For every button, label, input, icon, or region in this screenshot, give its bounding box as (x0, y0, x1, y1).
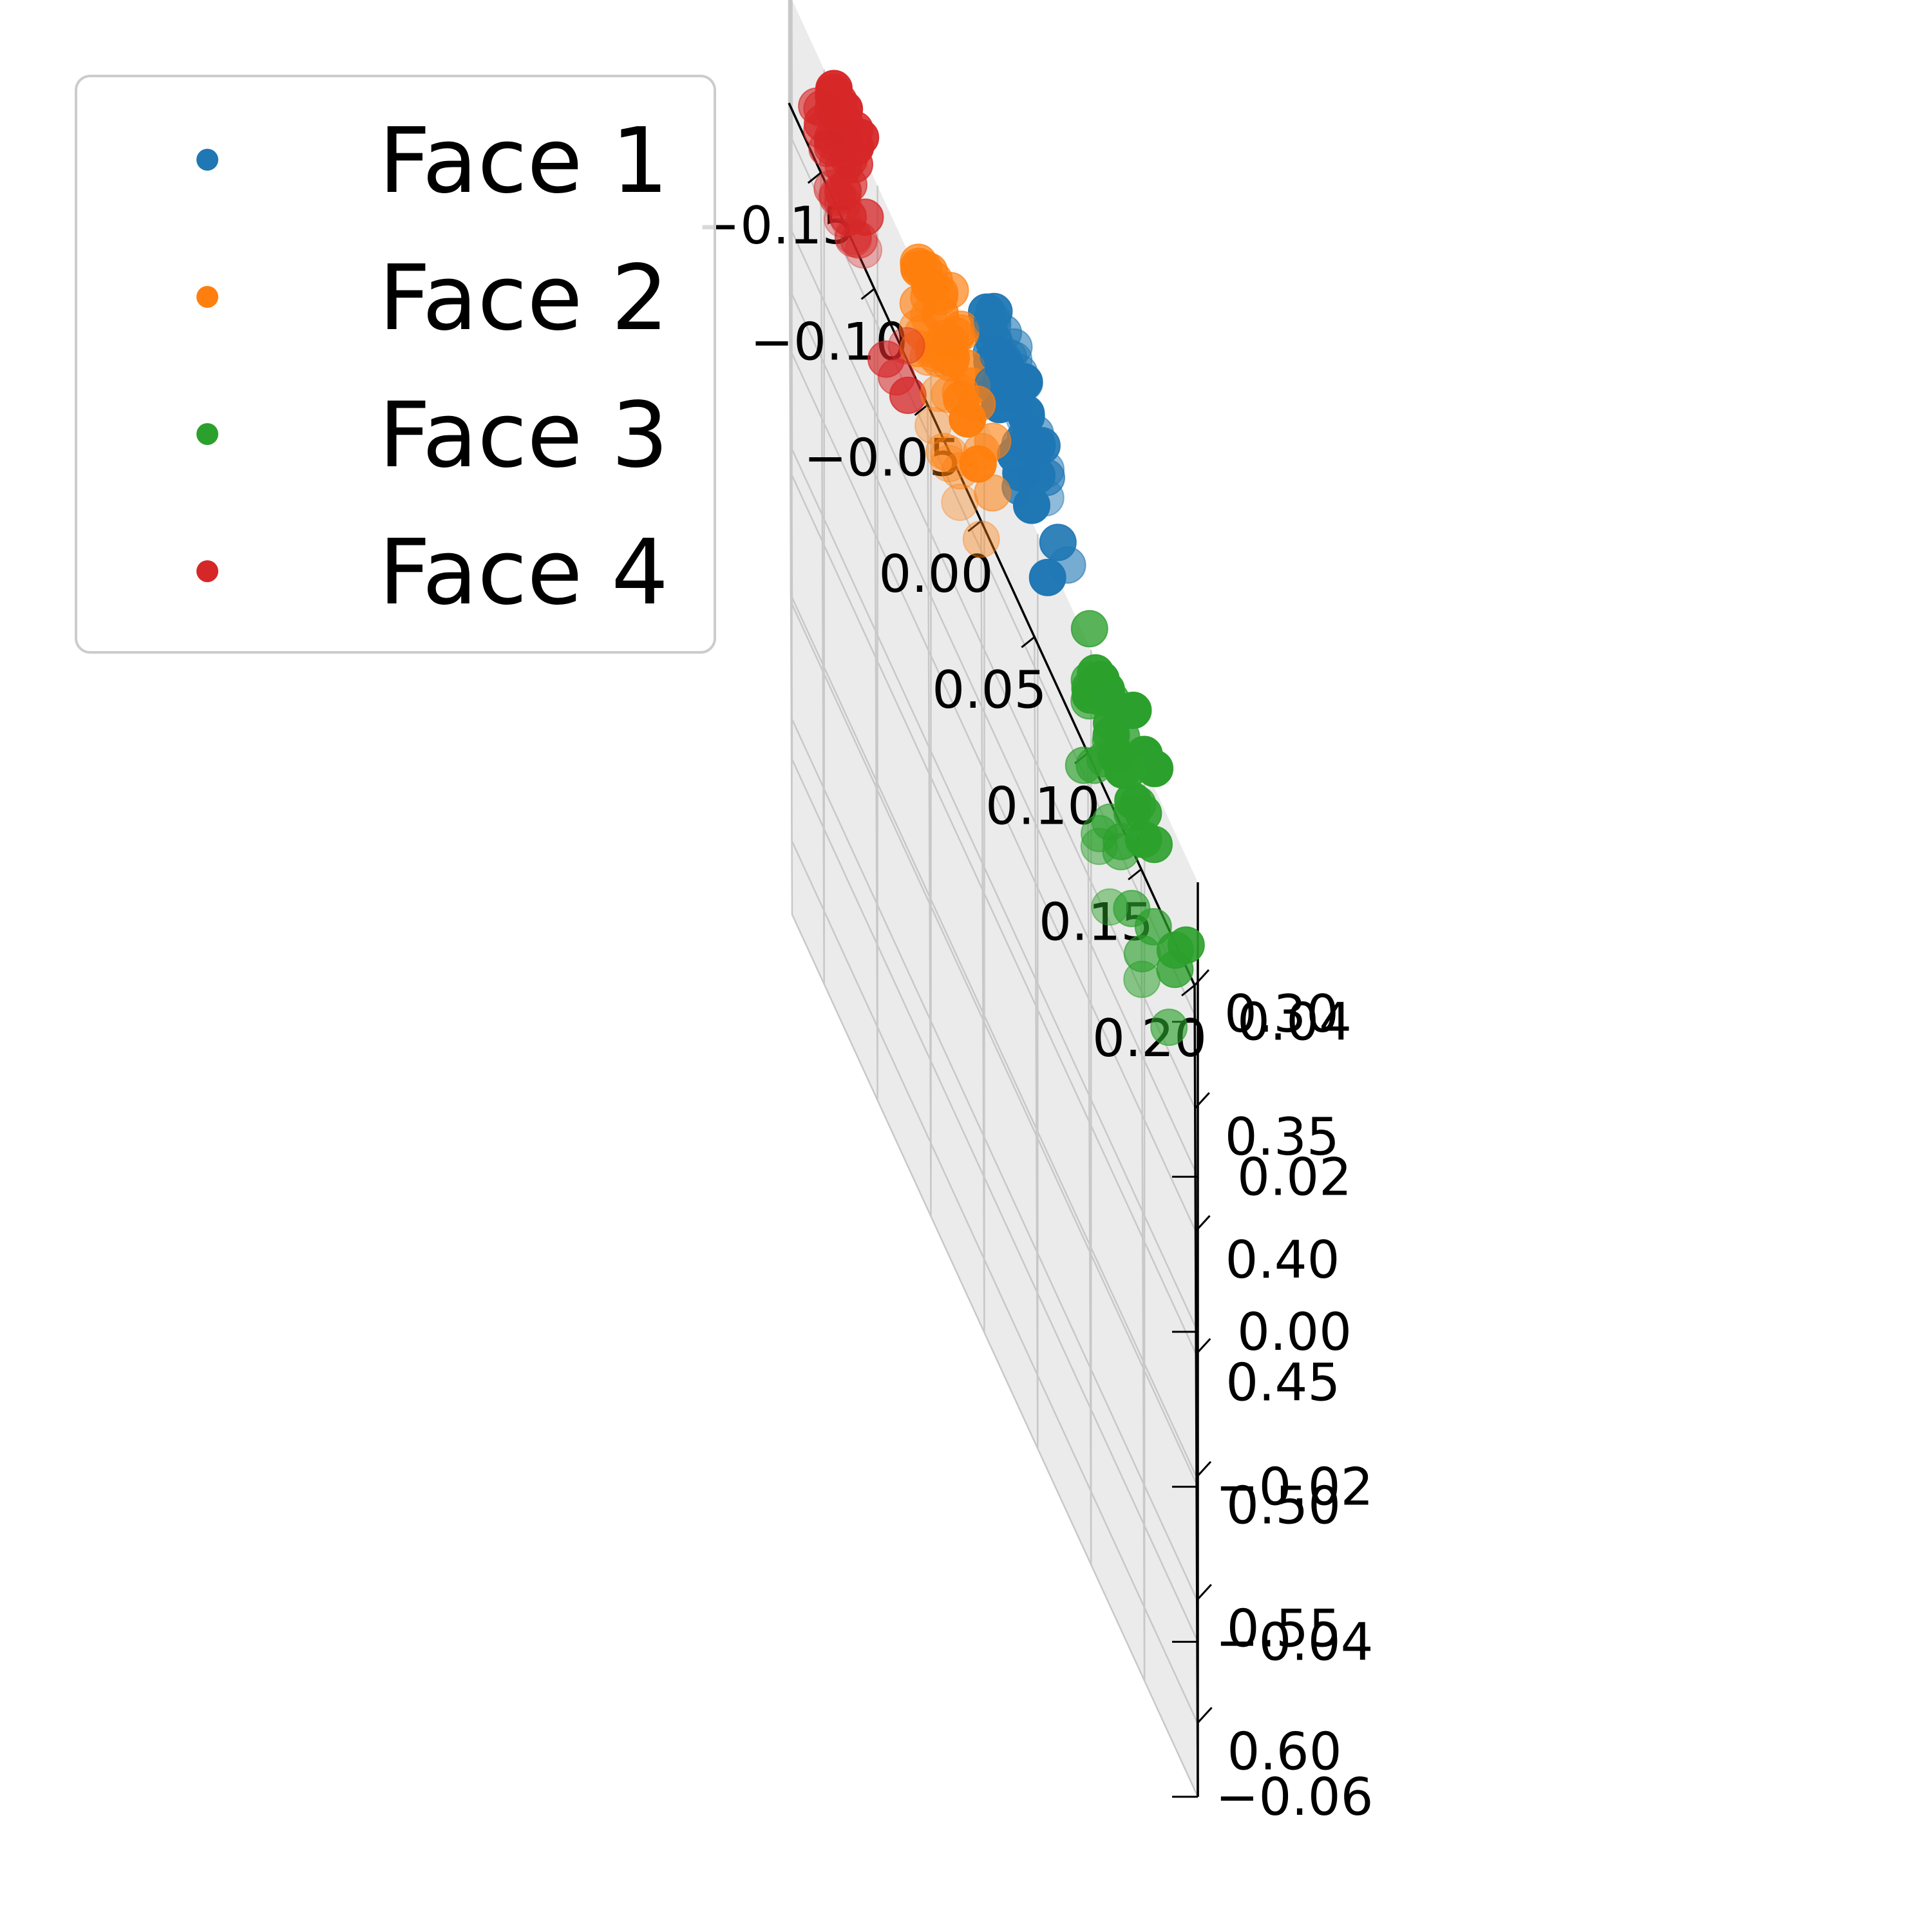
z-tick-label: 0.02 (1237, 1147, 1352, 1207)
data-point (1070, 682, 1108, 720)
y-tick-mark (1195, 1215, 1211, 1232)
grid-line-z (790, 0, 1199, 1177)
data-point (931, 375, 969, 413)
data-point (1070, 610, 1108, 648)
data-point (808, 129, 846, 167)
legend-marker (196, 423, 218, 445)
legend-marker (196, 286, 218, 308)
data-point (942, 374, 980, 412)
data-point (931, 435, 968, 473)
data-point (914, 334, 952, 372)
data-point (973, 301, 1011, 339)
x-tick-label: 0.05 (932, 660, 1046, 720)
z-tick-label: −0.04 (1215, 1612, 1373, 1672)
z-tick-label: −0.02 (1215, 1457, 1373, 1517)
x-tick-mark (807, 171, 822, 184)
y-tick-mark (1197, 1707, 1213, 1724)
y-tick-label: 0.45 (1226, 1353, 1340, 1413)
y-tick-label: 0.60 (1227, 1721, 1341, 1781)
data-point (1135, 826, 1173, 864)
x-tick-label: 0.00 (878, 544, 993, 604)
data-point (963, 433, 1001, 471)
data-point (845, 231, 883, 269)
data-point (840, 221, 878, 259)
legend-label: Face 4 (379, 520, 668, 625)
y-tick-label: 0.35 (1225, 1107, 1340, 1167)
data-point (1027, 479, 1065, 516)
data-point (1156, 951, 1194, 989)
data-point (1113, 889, 1151, 927)
data-point (1048, 546, 1086, 584)
data-point (941, 484, 979, 521)
legend-label: Face 1 (379, 109, 668, 214)
x-tick-label: 0.20 (1092, 1009, 1207, 1068)
z-tick-label: −0.06 (1215, 1767, 1373, 1827)
y-tick-label: 0.50 (1226, 1476, 1341, 1536)
legend-marker (196, 560, 218, 582)
data-point (974, 474, 1012, 512)
data-point (920, 339, 958, 377)
data-point (819, 178, 857, 216)
legend-label: Face 2 (379, 246, 668, 351)
y-tick-mark (1195, 1461, 1212, 1478)
legend: Face 1 Face 2 Face 3 Face 4 (75, 75, 716, 654)
legend-marker (196, 149, 218, 171)
data-point (887, 327, 925, 365)
y-tick-mark (1194, 1092, 1210, 1109)
y-tick-mark (1193, 969, 1210, 987)
data-point (941, 452, 979, 489)
data-point (829, 198, 867, 236)
z-tick-label: 0.04 (1237, 992, 1352, 1052)
data-point (1091, 888, 1129, 926)
data-point (834, 217, 872, 255)
x-tick-mark (1021, 636, 1036, 649)
data-point (914, 406, 952, 444)
data-point (920, 374, 958, 412)
data-points (798, 70, 1205, 1046)
data-point (823, 200, 861, 238)
tick-labels: −0.15−0.10−0.050.000.050.100.150.20 0.300… (697, 171, 1374, 1827)
back-pane (792, 0, 1198, 1797)
y-tick-mark (1196, 1584, 1212, 1601)
y-tick-label: 0.55 (1227, 1599, 1341, 1659)
x-tick-mark (914, 404, 929, 416)
data-point (824, 184, 862, 222)
data-point (1150, 1009, 1188, 1046)
data-point (1123, 960, 1161, 998)
x-tick-mark (1128, 868, 1142, 880)
legend-label: Face 3 (379, 383, 668, 488)
data-point (1080, 828, 1118, 866)
y-tick-label: 0.40 (1225, 1230, 1340, 1290)
data-point (930, 444, 968, 482)
data-point (1005, 399, 1043, 437)
data-point (813, 169, 851, 207)
data-point (818, 176, 856, 214)
data-point (1005, 364, 1043, 402)
data-point (962, 520, 1000, 558)
data-point (984, 346, 1022, 384)
z-tick-label: 0.00 (1237, 1302, 1352, 1362)
y-tick-label: 0.30 (1224, 984, 1339, 1044)
x-tick-label: 0.10 (985, 776, 1100, 836)
x-tick-mark (967, 520, 982, 533)
x-tick-mark (860, 288, 875, 300)
grid-line-z (789, 0, 1199, 1332)
data-point (878, 358, 915, 396)
data-point (898, 308, 936, 346)
data-point (834, 220, 872, 258)
legend-box (75, 75, 716, 654)
data-point (1065, 746, 1103, 784)
data-point (1016, 415, 1054, 453)
grid-line-z (790, 0, 1199, 1023)
y-tick-mark (1195, 1338, 1211, 1355)
data-point (925, 433, 963, 470)
x-tick-mark (1181, 984, 1195, 997)
data-point (909, 338, 947, 376)
x-tick-label: −0.05 (804, 428, 961, 488)
